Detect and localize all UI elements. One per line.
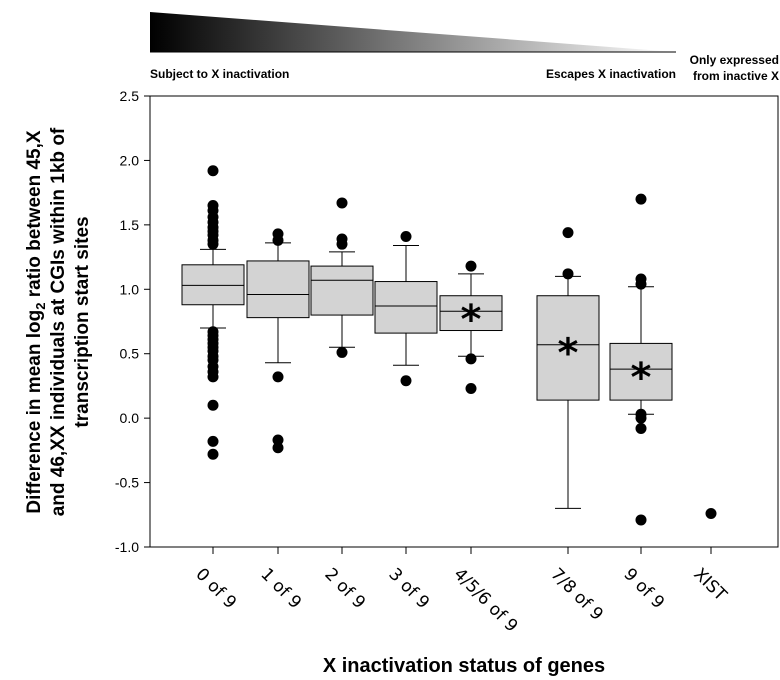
only-expressed-label-line2: from inactive X <box>693 69 779 83</box>
box-group-7 <box>705 507 717 519</box>
outlier-point <box>207 448 219 460</box>
gradient-wedge <box>150 12 676 52</box>
x-category-label: 9 of 9 <box>619 564 668 613</box>
interquartile-box <box>246 260 310 319</box>
outlier-point <box>272 434 284 446</box>
only-expressed-label-line1: Only expressed <box>690 53 779 67</box>
y-tick-label: 1.0 <box>120 281 140 297</box>
y-axis: 2.5 2.0 1.5 1.0 0.5 0.0 -0.5 -1.0 <box>115 88 150 555</box>
outlier-point <box>635 278 647 290</box>
data-point <box>705 507 717 519</box>
x-category-label: XIST <box>689 564 730 605</box>
outlier-point <box>207 399 219 411</box>
y-axis-title-line3: transcription start sites <box>72 216 93 427</box>
significance-asterisk: * <box>558 331 579 377</box>
x-category-label: 0 of 9 <box>191 564 240 613</box>
y-tick-label: -1.0 <box>115 539 139 555</box>
inactivation-gradient-legend: Subject to X inactivation Escapes X inac… <box>150 12 779 83</box>
outlier-point <box>465 353 477 365</box>
box-group-1 <box>246 228 310 454</box>
outlier-point <box>207 435 219 447</box>
escapes-x-inactivation-label: Escapes X inactivation <box>546 67 676 81</box>
outlier-point <box>465 260 477 272</box>
box-group-4: * <box>439 260 503 395</box>
interquartile-box <box>609 342 673 401</box>
significance-asterisk: * <box>461 297 482 343</box>
x-axis: 0 of 9 1 of 9 2 of 9 3 of 9 4/5/6 of 9 7/8 of… <box>191 547 731 636</box>
significance-asterisk: * <box>631 355 652 401</box>
outlier-point <box>562 268 574 280</box>
outlier-point <box>207 165 219 177</box>
outlier-point <box>272 442 284 454</box>
x-axis-title: X inactivation status of genes <box>323 655 605 677</box>
box-series: * * * <box>181 165 717 526</box>
x-category-label: 3 of 9 <box>384 564 433 613</box>
box-group-0 <box>181 165 245 460</box>
outlier-point <box>207 238 219 250</box>
y-tick-label: 1.5 <box>120 217 140 233</box>
outlier-point <box>562 227 574 239</box>
outlier-point <box>272 371 284 383</box>
y-tick-label: 0.0 <box>120 410 140 426</box>
y-axis-title: Difference in mean log2 ratio between 45… <box>24 127 93 516</box>
y-tick-label: 2.0 <box>120 152 140 168</box>
box-group-2 <box>310 197 374 358</box>
y-tick-label: 2.5 <box>120 88 140 104</box>
outlier-point <box>635 422 647 434</box>
outlier-point <box>465 383 477 395</box>
subject-to-x-inactivation-label: Subject to X inactivation <box>150 67 289 81</box>
outlier-point <box>336 238 348 250</box>
y-tick-label: -0.5 <box>115 475 139 491</box>
outlier-point <box>400 375 412 387</box>
interquartile-box <box>536 295 600 401</box>
box-group-3 <box>374 230 438 387</box>
y-axis-title-line1: Difference in mean log2 ratio between 45… <box>24 130 48 513</box>
outlier-point <box>635 514 647 526</box>
interquartile-box <box>374 281 438 334</box>
interquartile-box <box>181 264 245 306</box>
outlier-point <box>635 412 647 424</box>
x-category-label: 1 of 9 <box>256 564 305 613</box>
outlier-point <box>336 346 348 358</box>
y-axis-title-line2: and 46,XX individuals at CGIs within 1kb… <box>48 127 69 516</box>
outlier-point <box>336 197 348 209</box>
x-category-label: 2 of 9 <box>320 564 369 613</box>
interquartile-box <box>439 295 503 332</box>
outlier-point <box>400 230 412 242</box>
x-category-label: 7/8 of 9 <box>546 564 606 624</box>
plot-area-frame <box>149 95 779 548</box>
x-category-label: 4/5/6 of 9 <box>449 564 521 636</box>
box-group-5: * <box>536 227 600 509</box>
outlier-point <box>272 234 284 246</box>
outlier-point <box>207 371 219 383</box>
y-tick-label: 0.5 <box>120 346 140 362</box>
outlier-point <box>635 193 647 205</box>
interquartile-box <box>310 265 374 316</box>
box-group-6: * <box>609 193 673 526</box>
